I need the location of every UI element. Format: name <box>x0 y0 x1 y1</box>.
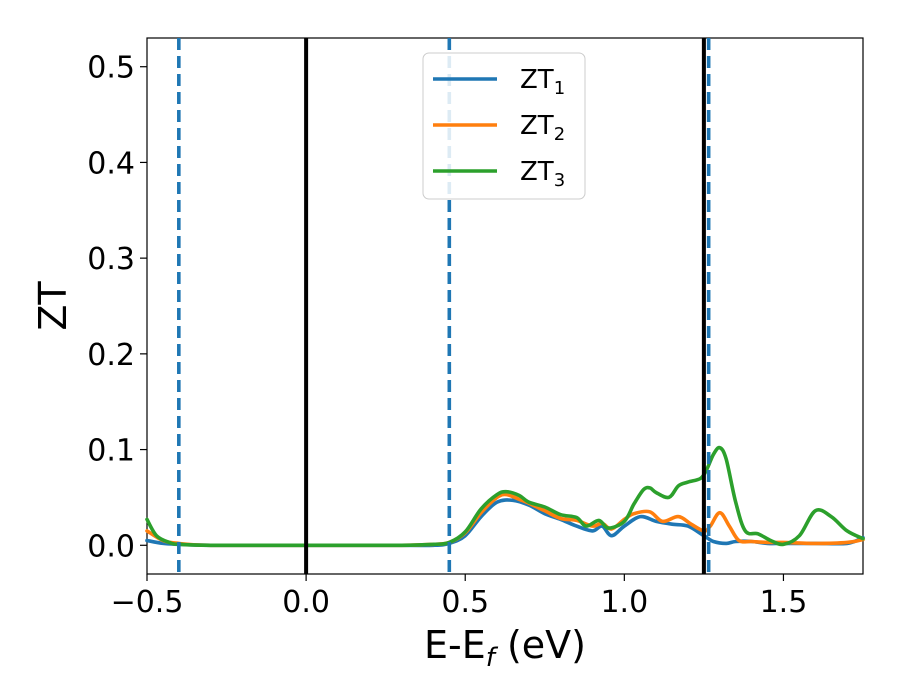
y-tick-label: 0.2 <box>87 338 135 373</box>
x-axis-label: E-Ef (eV) <box>424 623 586 673</box>
x-tick-label: 1.0 <box>600 585 648 620</box>
y-tick-label: 0.0 <box>87 529 135 564</box>
x-axis-ticks: −0.5 0.0 0.5 1.0 1.5 <box>111 574 808 620</box>
x-axis-label-main: E-E <box>424 623 486 667</box>
x-axis-label-suffix: (eV) <box>495 623 586 667</box>
y-tick-label: 0.5 <box>87 51 135 86</box>
data-series <box>145 445 865 548</box>
x-tick-label: 0.5 <box>441 585 489 620</box>
y-tick-label: 0.1 <box>87 434 135 469</box>
y-axis-ticks: 0.0 0.1 0.2 0.3 0.4 0.5 <box>87 51 147 564</box>
x-tick-label: 1.5 <box>760 585 808 620</box>
y-tick-label: 0.4 <box>87 146 135 181</box>
series-line-zt2 <box>145 492 865 548</box>
x-tick-label: −0.5 <box>111 585 184 620</box>
y-axis-label: ZT <box>31 281 75 331</box>
legend-box <box>422 52 586 200</box>
y-tick-label: 0.3 <box>87 242 135 277</box>
legend: ZT1 ZT2 ZT3 <box>422 52 586 200</box>
legend-label-zt3: ZT3 <box>520 157 565 191</box>
legend-label-zt2: ZT2 <box>520 111 565 145</box>
plot-frame <box>146 37 864 575</box>
x-tick-label: 0.0 <box>282 585 330 620</box>
legend-label-zt1: ZT1 <box>520 65 565 99</box>
series-line-zt1 <box>145 498 865 548</box>
series-line-zt3 <box>145 445 865 548</box>
reference-lines <box>177 38 711 574</box>
